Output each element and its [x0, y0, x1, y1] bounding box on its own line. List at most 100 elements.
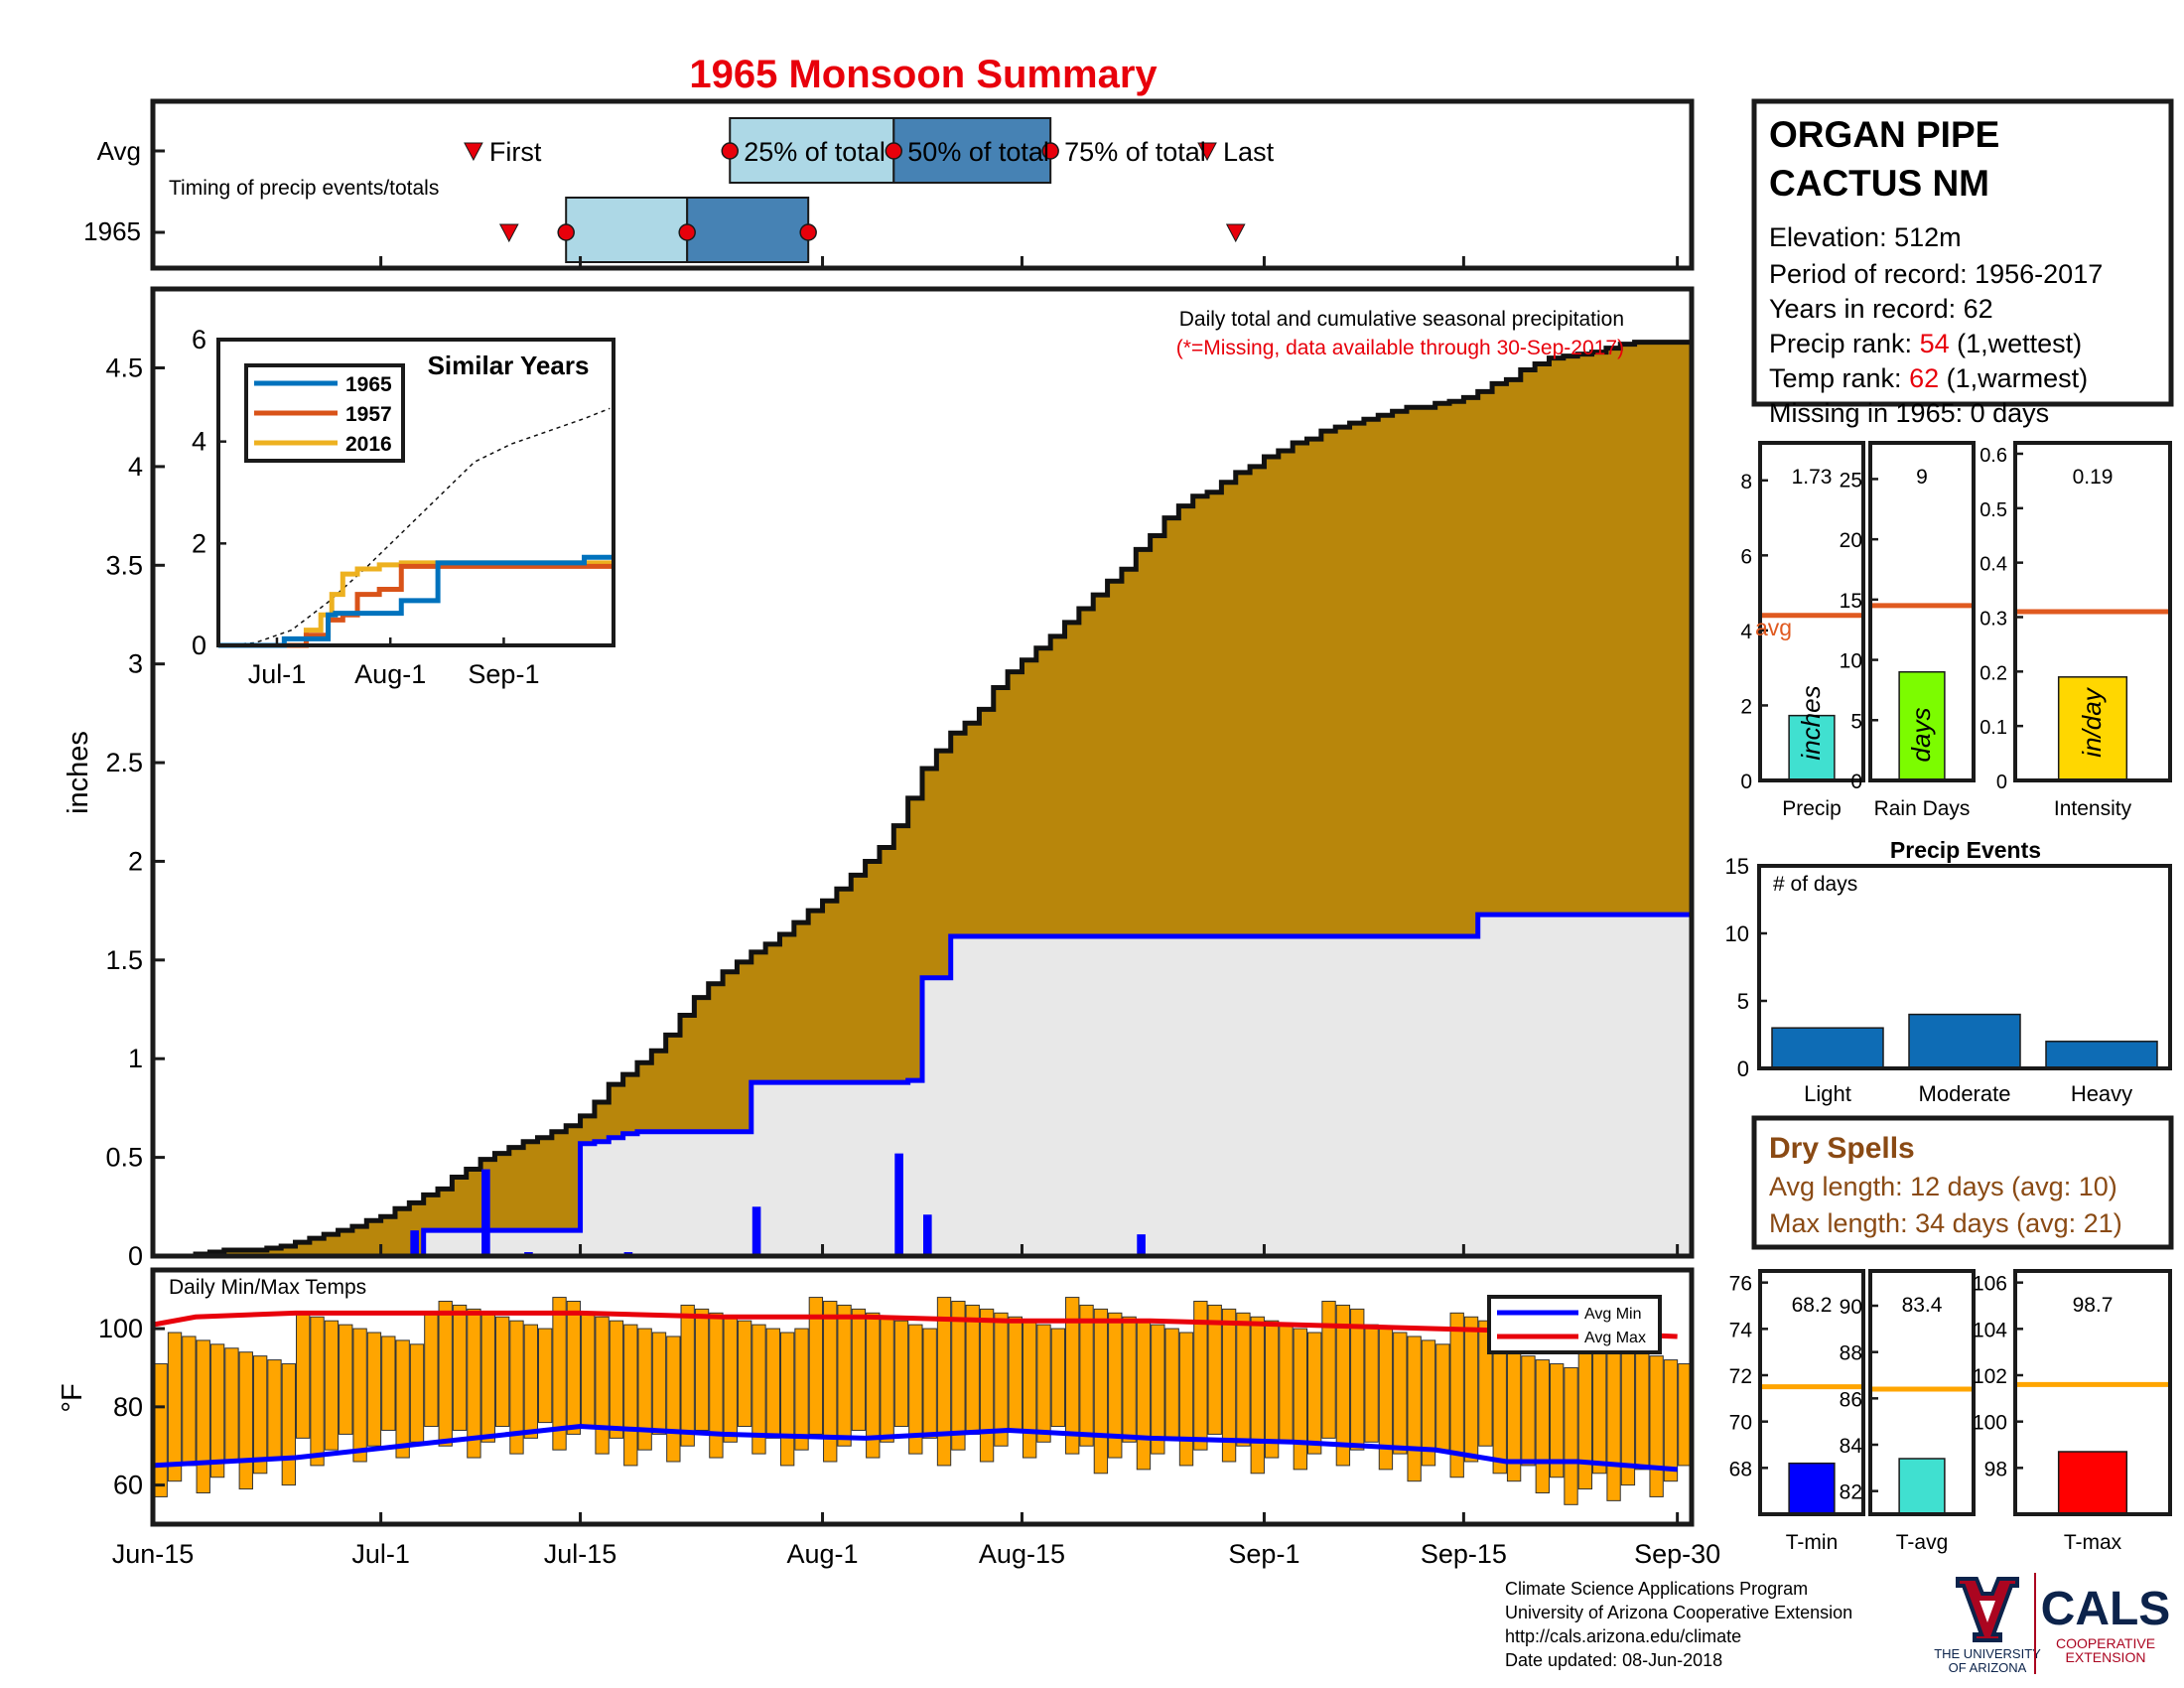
daily-temp-range-bar [267, 1359, 282, 1459]
main-y-axis-label: inches [63, 731, 94, 814]
figure-title: 1965 Monsoon Summary [689, 53, 1158, 96]
footer-credits: Climate Science Applications Program Uni… [1505, 1579, 1852, 1670]
tavg-frame [1868, 1269, 1976, 1516]
inset-x-tick-label: Sep-1 [468, 659, 539, 689]
daily-temp-range-bar [1577, 1336, 1593, 1490]
event-category-label: Moderate [1919, 1081, 2011, 1106]
daily-temp-range-bar [637, 1328, 652, 1451]
daily-temp-range-bar [866, 1312, 881, 1459]
daily-temp-range-bar [167, 1332, 183, 1482]
daily-precip-bar [410, 1230, 419, 1256]
x-tick-label: Sep-15 [1421, 1539, 1507, 1569]
daily-temp-range-bar [1122, 1316, 1137, 1443]
precip-unit: inches [1796, 685, 1826, 760]
precip-mini-chart: 0 2 4 6 8 1.73 inches Precip avg [1740, 441, 1865, 820]
daily-temp-range-bar [467, 1308, 481, 1459]
dry-avg-length: Avg length: 12 days (avg: 10) [1769, 1172, 2117, 1201]
daily-temp-range-bar [1093, 1308, 1109, 1475]
intensity-tick-label: 0.1 [1979, 717, 2007, 739]
intensity-bar [2057, 676, 2128, 781]
intensity-tick-label: 0.5 [1979, 499, 2007, 521]
rain-days-frame [1868, 441, 1976, 782]
tmax-label: T-max [2064, 1531, 2122, 1554]
inset-legend-1957: 1957 [345, 403, 392, 426]
event-category-label: Heavy [2071, 1081, 2132, 1106]
daily-temp-range-bar [1293, 1328, 1308, 1471]
daily-temp-range-bar [1350, 1308, 1365, 1451]
temp-rank-suffix: (1,warmest) [1939, 363, 2088, 393]
precip-tick-label: 4 [1740, 621, 1752, 643]
tmin-tick-label: 74 [1729, 1319, 1753, 1341]
daily-temp-range-bar [1521, 1355, 1536, 1467]
avg-min-line [152, 1424, 1678, 1473]
date-x-axis: Jun-15 Jul-1 Jul-15 Aug-1 Aug-15 Sep-1 Sep-15 S… [112, 256, 1720, 1569]
intensity-tick-label: 0.2 [1979, 662, 2007, 684]
tavg-tick-label: 82 [1840, 1481, 1862, 1504]
temps-caption: Daily Min/Max Temps [169, 1276, 366, 1299]
daily-temp-range-bar [1393, 1332, 1408, 1455]
avg-p25-marker [721, 142, 739, 160]
station-name-line1: ORGAN PIPE [1769, 114, 1999, 155]
daily-temp-range-bar [523, 1324, 538, 1439]
tmax-mini-chart: 98 100 102 104 106 98.7 T-max [1973, 1269, 2172, 1554]
daily-temp-range-bar [823, 1301, 838, 1463]
events-y-tick-label: 5 [1737, 989, 1749, 1014]
intensity-tick-label: 0.3 [1979, 608, 2007, 630]
cals-coop-line1: COOPERATIVE [2056, 1635, 2155, 1651]
daily-temp-range-bar [182, 1336, 197, 1467]
daily-temp-range-bar [936, 1297, 952, 1467]
inset-legend-2016: 2016 [345, 433, 392, 456]
daily-temp-range-bar [552, 1297, 567, 1451]
intensity-tick-label: 0.4 [1979, 554, 2007, 576]
avg-last-marker-icon [1197, 142, 1217, 162]
year-cumulative-line [153, 912, 1692, 1259]
daily-temp-range-bar [438, 1301, 453, 1447]
tavg-tick-label: 88 [1840, 1342, 1862, 1365]
station-elevation: Elevation: 512m [1769, 222, 1962, 252]
main-y-ticks: 0 0.5 1 1.5 2 2.5 3 3.5 4 4.5 [105, 353, 165, 1271]
x-tick-label: Aug-15 [979, 1539, 1065, 1569]
footer-line4: Date updated: 08-Jun-2018 [1505, 1650, 1722, 1670]
daily-temp-range-bar [1635, 1351, 1650, 1471]
intensity-tick-label: 0 [1996, 772, 2007, 793]
ua-line1: THE UNIVERSITY [1934, 1646, 2041, 1661]
intensity-frame [2013, 441, 2172, 782]
daily-temp-range-bar [224, 1347, 239, 1463]
daily-temp-range-bar [779, 1332, 795, 1467]
daily-temp-range-bar [1264, 1320, 1280, 1459]
tmin-tick-label: 76 [1729, 1273, 1752, 1296]
year-p50-marker [678, 223, 696, 241]
tmax-tick-label: 102 [1973, 1365, 2007, 1388]
rain-days-tick-label: 10 [1840, 650, 1862, 673]
daily-temp-range-bar [979, 1308, 995, 1463]
daily-temp-range-bar [494, 1316, 510, 1428]
dry-max-length: Max length: 34 days (avg: 21) [1769, 1208, 2122, 1238]
year-p25-p50-box [565, 197, 689, 263]
precip-tick-label: 0 [1740, 771, 1752, 793]
daily-temp-range-bar [609, 1320, 624, 1439]
tavg-bar [1898, 1458, 1946, 1515]
daily-temp-range-bar [965, 1304, 980, 1435]
cals-logo: CALS COOPERATIVE EXTENSION [2041, 1583, 2171, 1665]
x-tick-label: Jul-15 [544, 1539, 617, 1569]
precip-tick-label: 8 [1740, 471, 1752, 493]
tmax-tick-label: 100 [1973, 1412, 2007, 1435]
timing-ticks [153, 149, 165, 234]
daily-temp-range-bar [1221, 1308, 1237, 1463]
daily-temp-range-bar [1649, 1355, 1664, 1497]
inset-title: Similar Years [428, 351, 590, 380]
inset-ticks: 0 2 4 6 Jul-1 Aug-1 Sep-1 [192, 325, 540, 689]
daily-precip-bar [751, 1206, 761, 1256]
inset-y-tick-label: 6 [192, 325, 206, 354]
daily-temp-range-bar [1250, 1316, 1265, 1475]
daily-temp-range-bar [1592, 1339, 1607, 1475]
main-y-tick-label: 2 [128, 846, 143, 876]
daily-temp-range-bar [765, 1328, 780, 1439]
daily-temp-range-bar [837, 1304, 852, 1447]
main-y-tick-label: 3 [128, 649, 143, 679]
daily-precip-bar [894, 1153, 903, 1256]
intensity-unit: in/day [2077, 686, 2107, 757]
daily-temp-range-bar [281, 1363, 297, 1486]
tmin-tick-label: 70 [1729, 1412, 1752, 1435]
similar-years-inset: 0 2 4 6 Jul-1 Aug-1 Sep-1 Similar Years 1965 1… [192, 325, 615, 689]
